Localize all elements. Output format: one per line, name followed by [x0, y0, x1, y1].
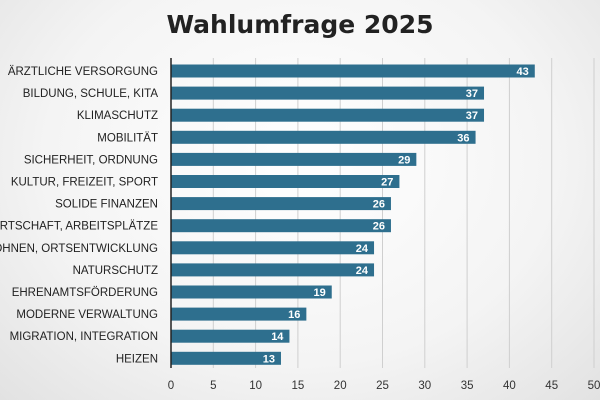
data-label: 26 [373, 221, 385, 233]
data-label: 19 [313, 287, 325, 299]
data-label: 36 [457, 132, 469, 144]
bar [171, 263, 375, 277]
category-label: WOHNEN, ORTSENTWICKLUNG [0, 243, 158, 255]
data-label: 43 [517, 66, 529, 78]
bar [171, 329, 290, 343]
bars: 43 37 37 36 29 27 26 26 24 24 19 16 14 13 [171, 64, 535, 365]
data-label: 14 [271, 331, 284, 343]
x-tick-label: 10 [249, 380, 262, 392]
data-label: 26 [373, 199, 385, 211]
data-label: 24 [356, 243, 369, 255]
data-label: 13 [263, 353, 275, 365]
category-label: ÄRZTLICHE VERSORGUNG [8, 66, 158, 78]
data-label: 16 [288, 309, 300, 321]
category-label: HEIZEN [116, 353, 158, 365]
bar [171, 351, 281, 365]
x-tick-label: 50 [588, 380, 600, 392]
bar [171, 64, 535, 78]
bar [171, 241, 375, 255]
category-label: MOBILITÄT [97, 132, 158, 144]
bar [171, 108, 485, 122]
data-label: 27 [381, 177, 393, 189]
data-label: 37 [466, 88, 478, 100]
bar [171, 86, 485, 100]
category-label: SOLIDE FINANZEN [55, 199, 158, 211]
gridlines [212, 58, 595, 368]
bar [171, 285, 332, 299]
x-tick-label: 15 [292, 380, 305, 392]
x-tick-label: 35 [461, 380, 474, 392]
x-tick-label: 30 [418, 380, 431, 392]
x-tick-labels: 0 5 10 15 20 25 30 35 40 45 50 [168, 380, 600, 392]
category-label: KLIMASCHUTZ [77, 110, 158, 122]
category-label: MODERNE VERWALTUNG [16, 309, 158, 321]
data-label: 24 [356, 265, 369, 277]
data-label: 29 [398, 154, 410, 166]
bar [171, 219, 391, 233]
x-tick-label: 25 [376, 380, 389, 392]
category-label: NATURSCHUTZ [73, 265, 158, 277]
chart-title: Wahlumfrage 2025 [167, 10, 434, 39]
x-tick-label: 0 [168, 380, 174, 392]
data-label: 37 [466, 110, 478, 122]
bar [171, 197, 391, 211]
bar [171, 307, 307, 321]
x-tick-label: 20 [334, 380, 347, 392]
category-label: BILDUNG, SCHULE, KITA [23, 88, 159, 100]
bar [171, 130, 476, 144]
x-tick-label: 5 [210, 380, 216, 392]
category-label: EHRENAMTSFÖRDERUNG [12, 287, 158, 299]
x-tick-label: 45 [545, 380, 558, 392]
bar [171, 175, 400, 188]
x-tick-label: 40 [503, 380, 516, 392]
category-label: SICHERHEIT, ORDNUNG [24, 154, 158, 166]
bar [171, 152, 417, 166]
category-labels: ÄRZTLICHE VERSORGUNG BILDUNG, SCHULE, KIT… [0, 66, 158, 365]
category-label: MIGRATION, INTEGRATION [10, 331, 158, 343]
category-label: WIRTSCHAFT, ARBEITSPLÄTZE [0, 221, 158, 233]
category-label: KULTUR, FREIZEIT, SPORT [11, 177, 158, 189]
